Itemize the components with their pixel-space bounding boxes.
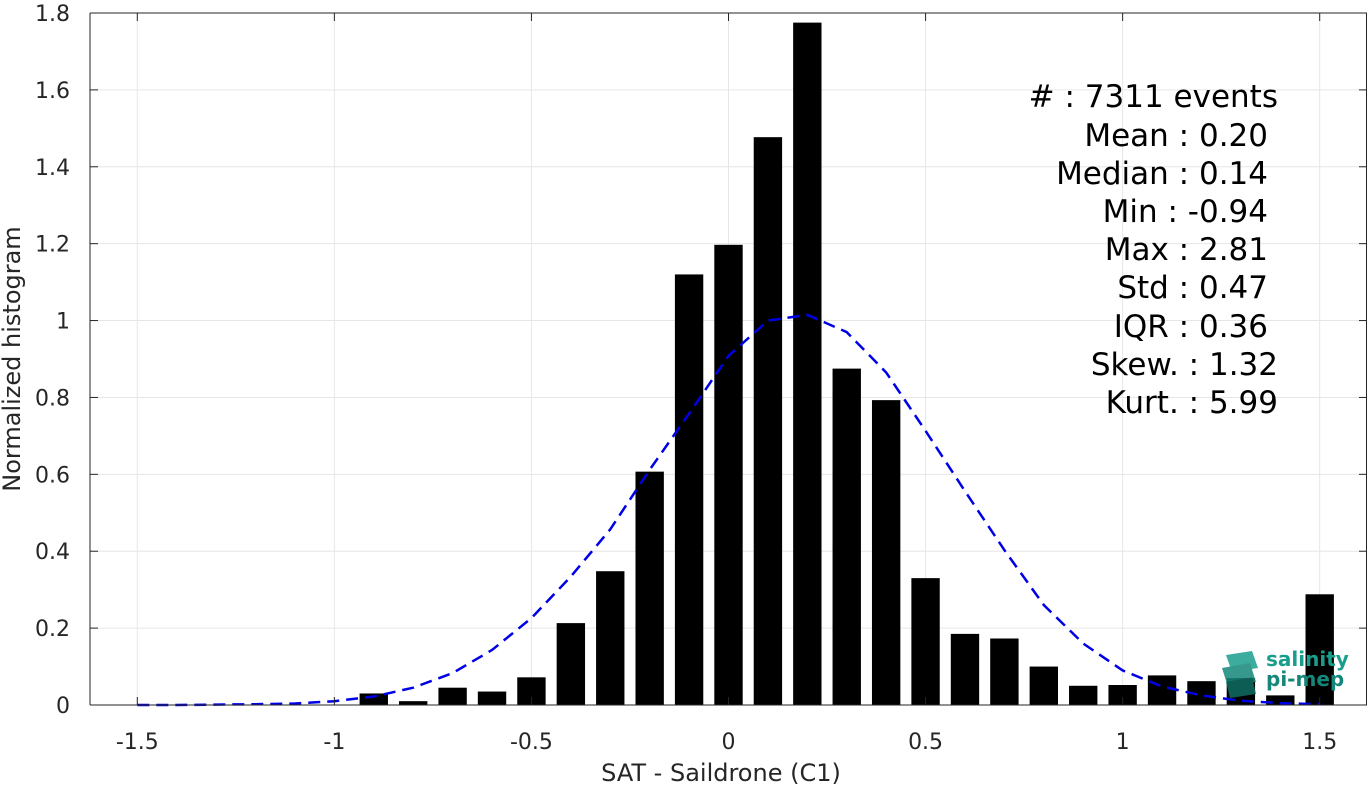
y-tick-label: 0.2: [35, 617, 70, 642]
y-tick-label: 0.4: [35, 540, 70, 565]
logo-mark-icon: [1222, 651, 1258, 698]
stat-median: Median : 0.14: [1056, 156, 1268, 192]
histogram-bar: [1108, 685, 1137, 705]
histogram-bar: [1069, 685, 1098, 705]
x-tick-label: 1.5: [1302, 730, 1337, 755]
logo-line2: pi-mep: [1266, 667, 1344, 691]
histogram-bar: [596, 571, 625, 705]
histogram-bar: [911, 578, 940, 705]
histogram-bar: [438, 687, 467, 705]
tick-labels: -1.5 -1 -0.5 0 0.5 1 1.5 0 0.2 0.4 0.6 0.8 1 1.2 1.4 1.…: [35, 2, 1337, 755]
y-tick-label: 1: [56, 310, 70, 335]
y-tick-label: 1.2: [35, 233, 70, 258]
histogram-bar: [1029, 666, 1058, 705]
stat-iqr: IQR : 0.36: [1114, 309, 1268, 345]
stat-mean: Mean : 0.20: [1084, 118, 1268, 154]
x-tick-label: -1: [323, 730, 345, 755]
histogram-bar: [1147, 675, 1177, 705]
logo-line1: salinity: [1266, 647, 1349, 671]
stat-min: Min : -0.94: [1103, 194, 1268, 230]
stat-max: Max : 2.81: [1105, 232, 1268, 268]
histogram-bar: [1266, 695, 1295, 705]
y-tick-label: 1.4: [35, 156, 70, 181]
histogram-bar: [399, 701, 428, 705]
y-tick-label: 0.6: [35, 463, 70, 488]
histogram-bar: [990, 638, 1019, 705]
histogram-bar: [753, 137, 783, 706]
histogram-bar: [832, 368, 861, 705]
stat-events: # : 7311 events: [1029, 79, 1278, 115]
x-tick-label: 1: [1116, 730, 1130, 755]
histogram-bar: [714, 244, 743, 705]
histogram-bar: [477, 691, 507, 705]
y-tick-label: 1.6: [35, 79, 70, 104]
x-axis-label: SAT - Saildrone (C1): [601, 759, 841, 785]
stat-kurt: Kurt. : 5.99: [1106, 385, 1278, 421]
salinity-pimep-logo: salinity pi-mep: [1222, 647, 1349, 698]
y-axis-label: Normalized histogram: [0, 226, 26, 491]
histogram-bar: [1187, 681, 1216, 705]
y-tick-label: 0.8: [35, 386, 70, 411]
x-tick-label: 0: [722, 730, 736, 755]
stat-skew: Skew. : 1.32: [1091, 347, 1278, 383]
x-tick-label: -1.5: [116, 730, 159, 755]
histogram-bar: [793, 22, 822, 706]
histogram-bar: [635, 471, 664, 705]
stats-box: # : 7311 events Mean : 0.20 Median : 0.1…: [1029, 79, 1278, 421]
histogram-bar: [950, 633, 980, 705]
histogram-bar: [556, 623, 586, 705]
y-tick-label: 1.8: [35, 2, 70, 27]
stat-std: Std : 0.47: [1117, 270, 1268, 306]
x-tick-label: 0.5: [908, 730, 943, 755]
x-tick-label: -0.5: [510, 730, 553, 755]
histogram-bar: [1305, 594, 1334, 705]
y-tick-label: 0: [56, 694, 70, 719]
histogram-bar: [674, 274, 704, 705]
histogram-bar: [871, 400, 901, 705]
histogram-bar: [359, 693, 388, 705]
